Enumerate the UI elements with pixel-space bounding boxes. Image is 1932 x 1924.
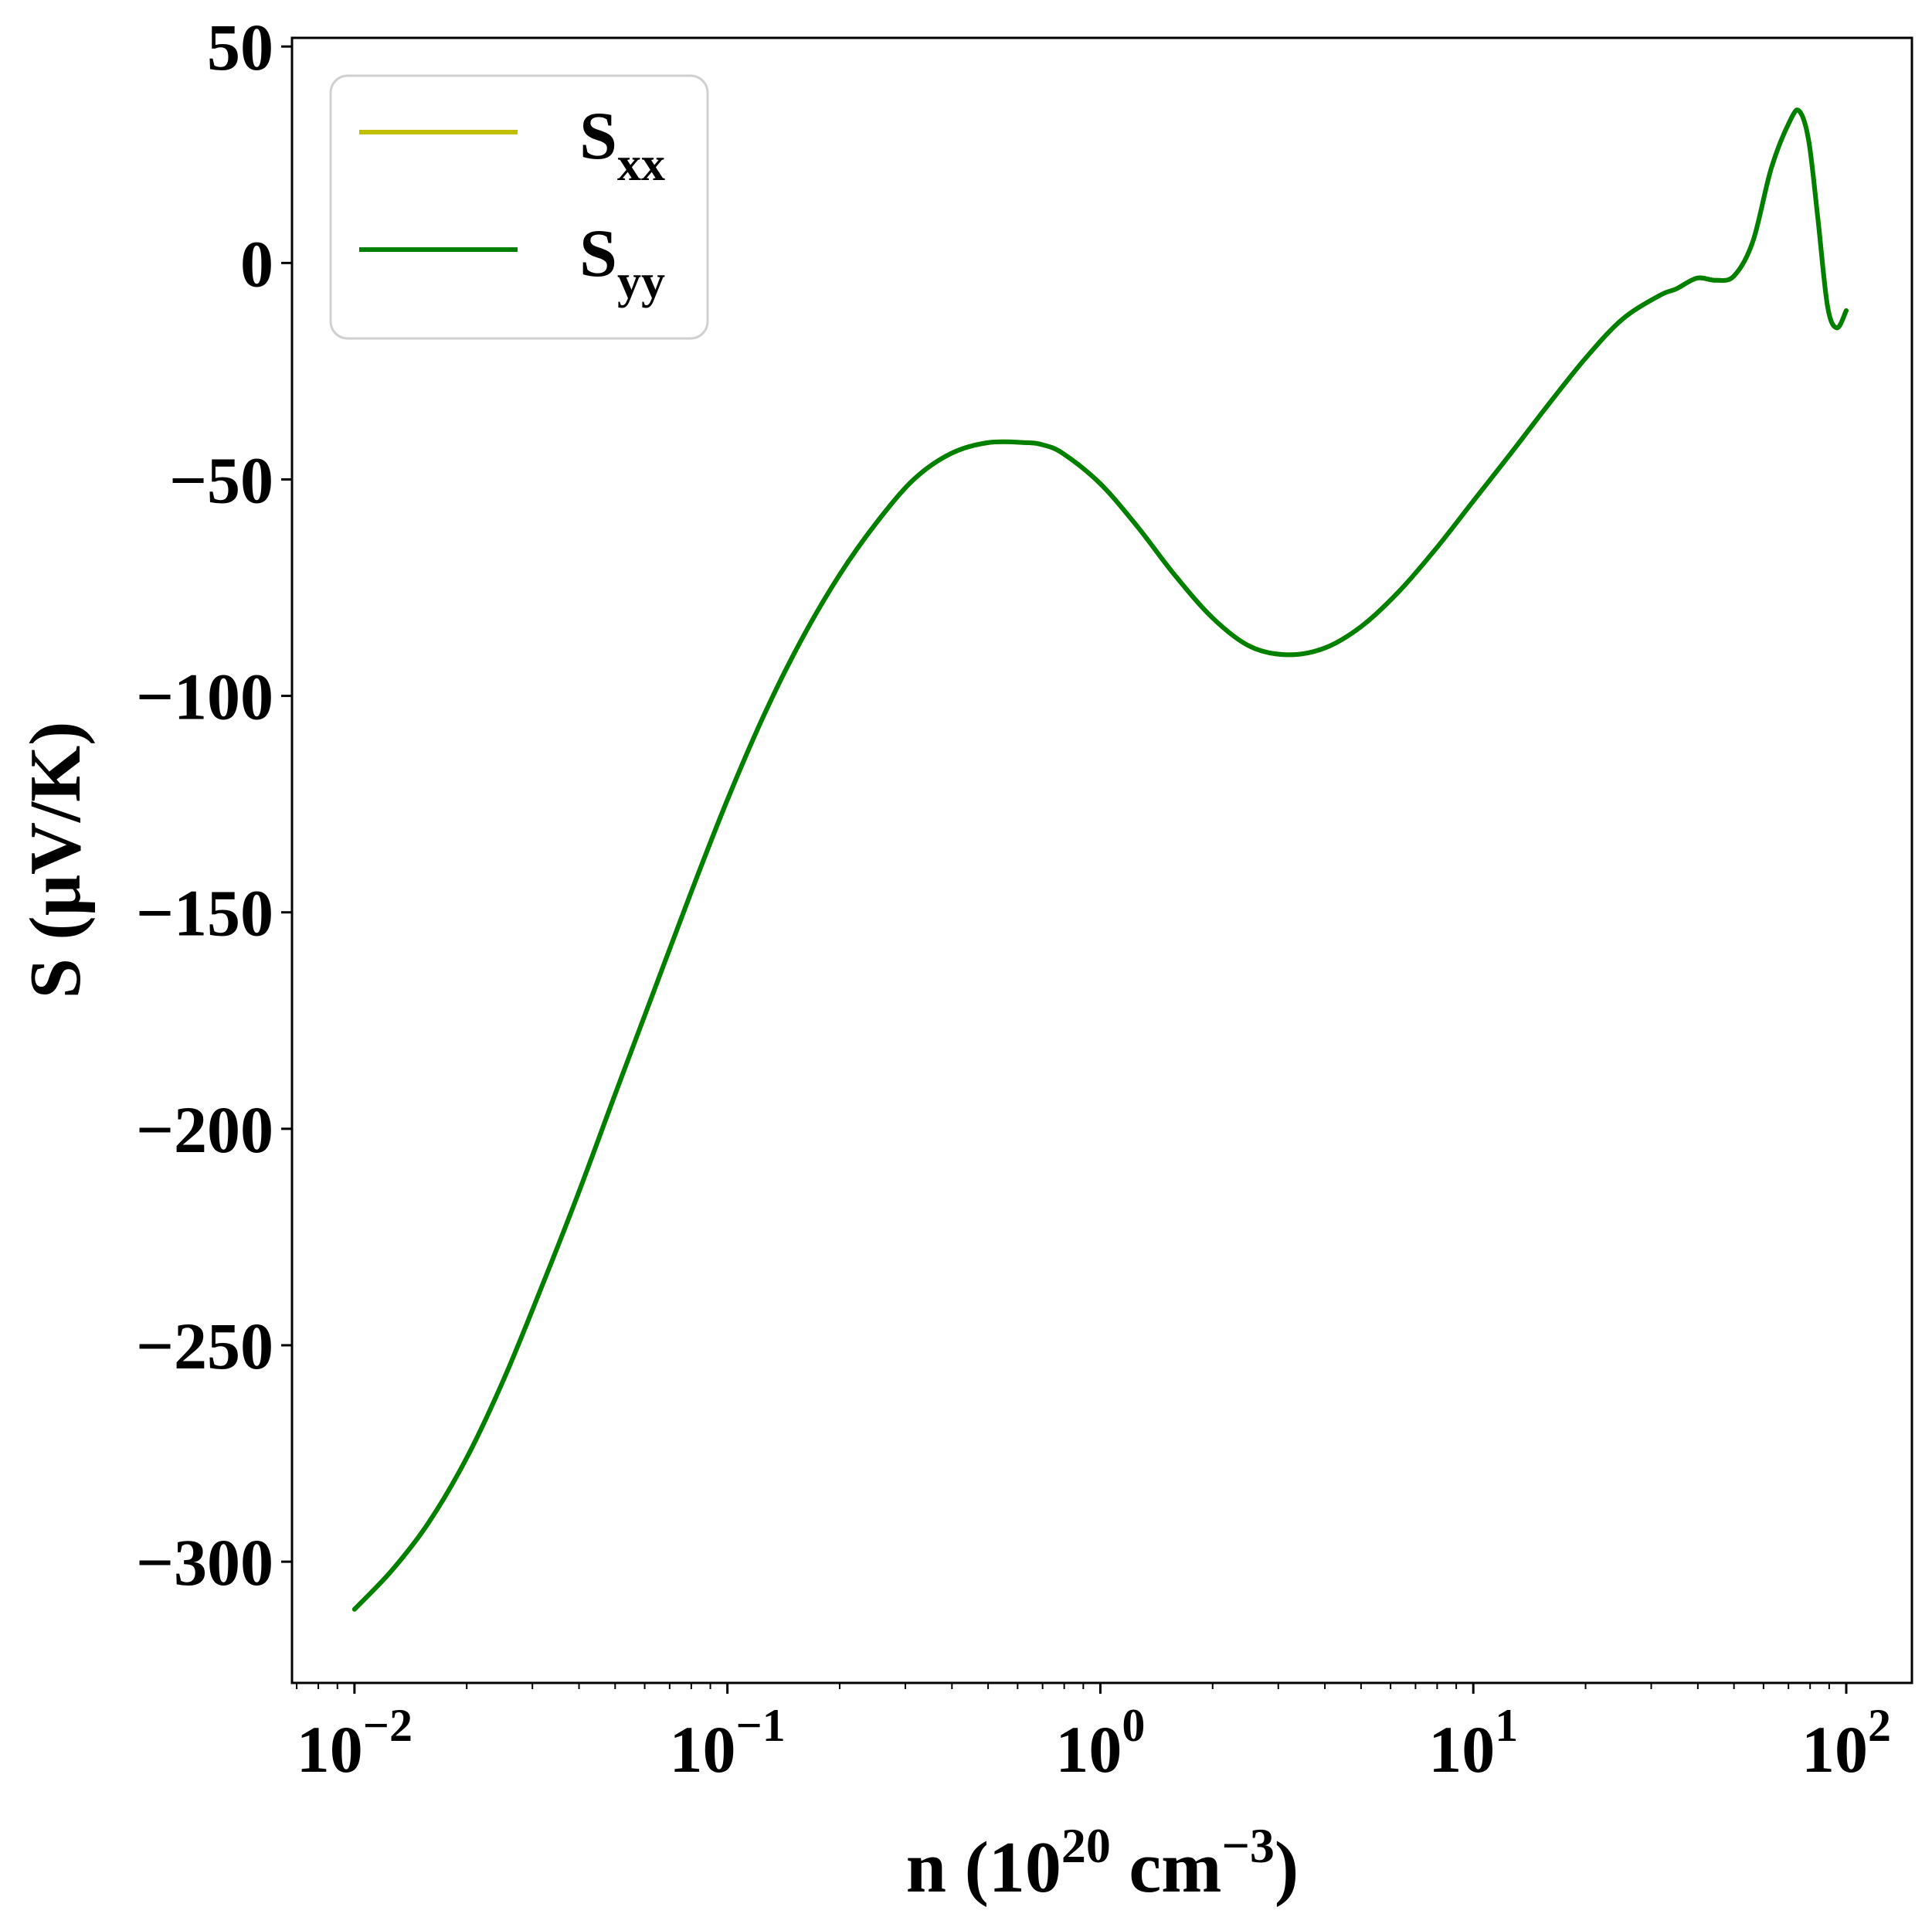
x-tick-label-exp-0: −2 <box>363 1700 413 1751</box>
legend-label-sxx: Sxx <box>579 99 665 191</box>
legend-syy-main: S <box>579 216 617 291</box>
legend-label-syy: Syy <box>579 216 665 308</box>
y-tick-label-2: −50 <box>169 443 273 517</box>
x-axis-prefix: n (10 <box>906 1827 1061 1908</box>
y-tick-label-4: −150 <box>136 876 273 950</box>
y-tick-label-5: −200 <box>136 1093 273 1167</box>
y-tick-label-6: −250 <box>136 1309 273 1383</box>
x-axis-sup2: −3 <box>1221 1818 1274 1873</box>
x-tick-label-base-3: 10 <box>1428 1712 1495 1786</box>
series-line-syy <box>351 107 1849 1612</box>
y-axis-label: S (μV/K) <box>15 722 96 999</box>
y-tick-label-7: −300 <box>136 1525 273 1599</box>
x-tick-label-exp-2: 0 <box>1122 1700 1145 1751</box>
legend: Sxx Syy <box>329 74 709 340</box>
legend-box <box>329 74 709 340</box>
x-tick-label-base-1: 10 <box>670 1712 736 1786</box>
x-tick-label-0: 10−2 <box>297 1700 413 1786</box>
legend-syy-sub: yy <box>617 256 665 308</box>
x-tick-label-3: 101 <box>1428 1700 1518 1786</box>
x-tick-label-exp-1: −1 <box>736 1700 786 1751</box>
y-tick-label-1: 0 <box>240 226 273 301</box>
x-tick-label-base-0: 10 <box>297 1712 363 1786</box>
x-axis-mid: cm <box>1111 1827 1222 1908</box>
x-tick-label-base-4: 10 <box>1801 1712 1868 1786</box>
x-tick-label-exp-4: 2 <box>1868 1700 1891 1751</box>
x-tick-label-2: 100 <box>1055 1700 1145 1786</box>
plot-frame <box>290 36 1913 1684</box>
x-axis-sup1: 20 <box>1061 1818 1111 1873</box>
y-tick-label-0: 50 <box>207 10 273 84</box>
y-tick-label-3: −100 <box>136 660 273 734</box>
plot-layer <box>351 107 1849 1612</box>
legend-sxx-sub: xx <box>617 138 665 191</box>
x-tick-label-base-2: 10 <box>1055 1712 1122 1786</box>
x-axis-suffix: ) <box>1275 1827 1299 1908</box>
x-tick-label-4: 102 <box>1801 1700 1891 1786</box>
x-axis-label: n (1020 cm−3) <box>906 1818 1299 1908</box>
x-tick-label-exp-3: 1 <box>1495 1700 1518 1751</box>
legend-sxx-main: S <box>579 99 617 174</box>
x-tick-label-1: 10−1 <box>670 1700 786 1786</box>
